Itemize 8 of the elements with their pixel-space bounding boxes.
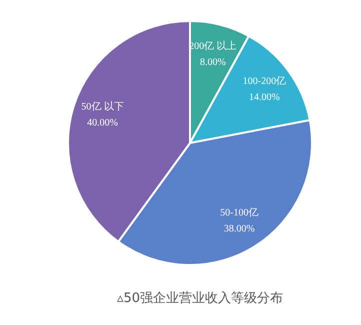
data-label: 40.00% (87, 118, 118, 129)
text: ▵50强企业营业收入等级分布 (116, 291, 284, 306)
data-label: 8.00% (200, 56, 226, 68)
data-label: 38.00% (224, 224, 255, 235)
slice-label: 100-200亿 (242, 76, 286, 87)
data-label: 14.00% (249, 92, 280, 103)
slice-label: 50-100亿 (220, 208, 258, 219)
slice-label: 50亿 以下 (81, 100, 124, 113)
